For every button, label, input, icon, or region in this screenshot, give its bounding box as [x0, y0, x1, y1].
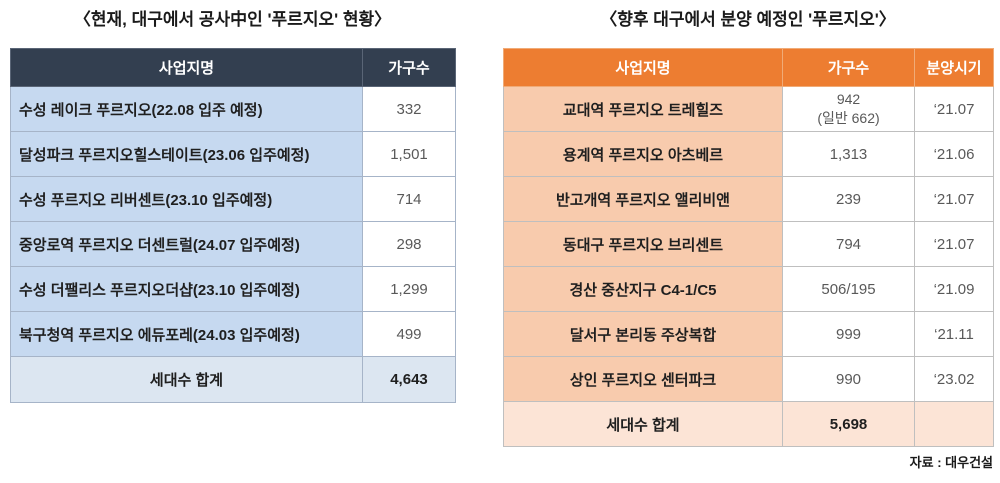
table-row: 반고개역 푸르지오 앨리비앤 239 ‘21.07: [503, 176, 994, 222]
units-cell: 990: [782, 356, 915, 402]
right-table-title: 〈향후 대구에서 분양 예정인 '푸르지오'〉: [600, 10, 896, 29]
units-cell: 298: [362, 221, 456, 267]
units-cell: 332: [362, 86, 456, 132]
total-label-cell: 세대수 합계: [10, 356, 363, 403]
sale-date-cell: ‘21.06: [914, 131, 994, 177]
table-row: 용계역 푸르지오 아츠베르 1,313 ‘21.06: [503, 131, 994, 177]
project-name-cell: 교대역 푸르지오 트레힐즈: [503, 86, 783, 132]
project-name-cell: 중앙로역 푸르지오 더센트럴(24.07 입주예정): [10, 221, 363, 267]
column-header-sale-date: 분양시기: [914, 48, 994, 87]
project-name-cell: 수성 레이크 푸르지오(22.08 입주 예정): [10, 86, 363, 132]
table-header-row: 사업지명 가구수: [10, 48, 456, 87]
column-header-project: 사업지명: [10, 48, 363, 87]
sale-date-cell: ‘23.02: [914, 356, 994, 402]
units-cell: 499: [362, 311, 456, 357]
project-name-cell: 달서구 본리동 주상복합: [503, 311, 783, 357]
current-construction-table: 사업지명 가구수 수성 레이크 푸르지오(22.08 입주 예정) 332 달성…: [10, 48, 456, 403]
upcoming-sales-table: 사업지명 가구수 분양시기 교대역 푸르지오 트레힐즈 942 (일반 662)…: [503, 48, 994, 447]
project-name-cell: 용계역 푸르지오 아츠베르: [503, 131, 783, 177]
units-cell: 1,313: [782, 131, 915, 177]
units-cell: 714: [362, 176, 456, 222]
units-cell: 1,299: [362, 266, 456, 312]
total-date-cell: [914, 401, 994, 447]
units-cell: 999: [782, 311, 915, 357]
project-name-cell: 동대구 푸르지오 브리센트: [503, 221, 783, 267]
table-row: 상인 푸르지오 센터파크 990 ‘23.02: [503, 356, 994, 402]
units-value: 942: [836, 91, 861, 107]
sale-date-cell: ‘21.09: [914, 266, 994, 312]
units-cell: 506/195: [782, 266, 915, 312]
units-note: (일반 662): [817, 110, 880, 126]
upcoming-sales-panel: 〈향후 대구에서 분양 예정인 '푸르지오'〉 사업지명 가구수 분양시기 교대…: [503, 8, 994, 447]
table-row: 달서구 본리동 주상복합 999 ‘21.11: [503, 311, 994, 357]
total-row: 세대수 합계 5,698: [503, 401, 994, 447]
sale-date-cell: ‘21.07: [914, 221, 994, 267]
total-row: 세대수 합계 4,643: [10, 356, 456, 403]
column-header-units: 가구수: [362, 48, 456, 87]
table-row: 달성파크 푸르지오힐스테이트(23.06 입주예정) 1,501: [10, 131, 456, 177]
project-name-cell: 달성파크 푸르지오힐스테이트(23.06 입주예정): [10, 131, 363, 177]
sale-date-cell: ‘21.07: [914, 176, 994, 222]
table-row: 중앙로역 푸르지오 더센트럴(24.07 입주예정) 298: [10, 221, 456, 267]
table-row: 북구청역 푸르지오 에듀포레(24.03 입주예정) 499: [10, 311, 456, 357]
table-row: 교대역 푸르지오 트레힐즈 942 (일반 662) ‘21.07: [503, 86, 994, 132]
units-cell: 794: [782, 221, 915, 267]
column-header-project: 사업지명: [503, 48, 783, 87]
project-name-cell: 수성 푸르지오 리버센트(23.10 입주예정): [10, 176, 363, 222]
current-construction-panel: 〈현재, 대구에서 공사中인 '푸르지오' 현황〉 사업지명 가구수 수성 레이…: [10, 8, 456, 403]
project-name-cell: 경산 중산지구 C4-1/C5: [503, 266, 783, 312]
sale-date-cell: ‘21.11: [914, 311, 994, 357]
total-units-cell: 5,698: [782, 401, 915, 447]
source-note: 자료 : 대우건설: [909, 455, 993, 470]
table-row: 경산 중산지구 C4-1/C5 506/195 ‘21.09: [503, 266, 994, 312]
table-row: 수성 푸르지오 리버센트(23.10 입주예정) 714: [10, 176, 456, 222]
project-name-cell: 반고개역 푸르지오 앨리비앤: [503, 176, 783, 222]
units-cell: 942 (일반 662): [782, 86, 915, 132]
project-name-cell: 북구청역 푸르지오 에듀포레(24.03 입주예정): [10, 311, 363, 357]
project-name-cell: 수성 더팰리스 푸르지오더샵(23.10 입주예정): [10, 266, 363, 312]
table-row: 수성 레이크 푸르지오(22.08 입주 예정) 332: [10, 86, 456, 132]
table-header-row: 사업지명 가구수 분양시기: [503, 48, 994, 87]
table-row: 동대구 푸르지오 브리센트 794 ‘21.07: [503, 221, 994, 267]
table-row: 수성 더팰리스 푸르지오더샵(23.10 입주예정) 1,299: [10, 266, 456, 312]
project-name-cell: 상인 푸르지오 센터파크: [503, 356, 783, 402]
sale-date-cell: ‘21.07: [914, 86, 994, 132]
total-units-cell: 4,643: [362, 356, 456, 403]
left-table-title: 〈현재, 대구에서 공사中인 '푸르지오' 현황〉: [73, 10, 392, 29]
column-header-units: 가구수: [782, 48, 915, 87]
units-cell: 239: [782, 176, 915, 222]
units-cell: 1,501: [362, 131, 456, 177]
total-label-cell: 세대수 합계: [503, 401, 783, 447]
